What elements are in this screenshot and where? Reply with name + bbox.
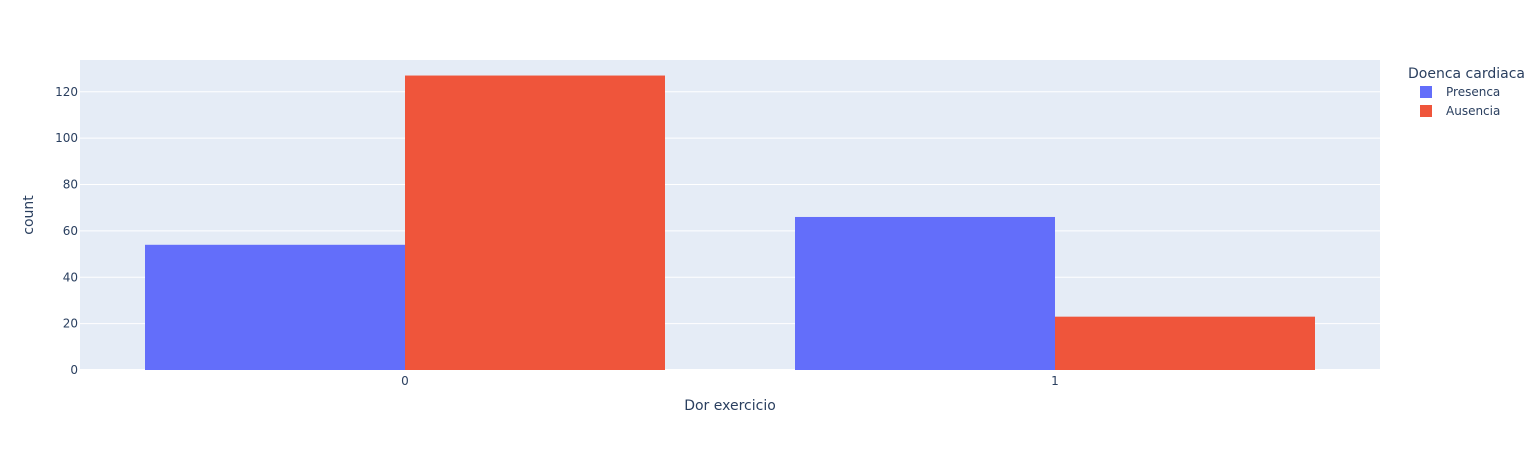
y-tick-label: 40 bbox=[63, 270, 78, 284]
bar-presenca-1[interactable] bbox=[795, 216, 1055, 370]
y-tick-label: 100 bbox=[55, 131, 78, 145]
legend-label-presenca[interactable]: Presenca bbox=[1446, 85, 1500, 99]
legend[interactable]: Doenca cardiaca Presenca Ausencia bbox=[1408, 66, 1525, 118]
legend-title: Doenca cardiaca bbox=[1408, 66, 1525, 82]
legend-swatch-presenca[interactable] bbox=[1420, 86, 1432, 98]
y-tick-label: 20 bbox=[63, 317, 78, 331]
y-axis-title: count bbox=[21, 195, 37, 235]
y-tick-label: 120 bbox=[55, 85, 78, 99]
legend-label-ausencia[interactable]: Ausencia bbox=[1446, 104, 1500, 118]
bar-ausencia-0[interactable] bbox=[405, 75, 665, 370]
y-tick-label: 60 bbox=[63, 224, 78, 238]
y-tick-label: 0 bbox=[70, 363, 78, 377]
bars bbox=[145, 75, 1315, 370]
y-axis-ticks: 0 20 40 60 80 100 120 bbox=[55, 85, 78, 377]
x-tick-label: 0 bbox=[401, 374, 409, 388]
x-tick-label: 1 bbox=[1051, 374, 1059, 388]
legend-swatch-ausencia[interactable] bbox=[1420, 105, 1432, 117]
x-axis-title: Dor exercicio bbox=[684, 398, 776, 414]
y-tick-label: 80 bbox=[63, 178, 78, 192]
bar-presenca-0[interactable] bbox=[145, 244, 405, 370]
bar-ausencia-1[interactable] bbox=[1055, 316, 1315, 370]
